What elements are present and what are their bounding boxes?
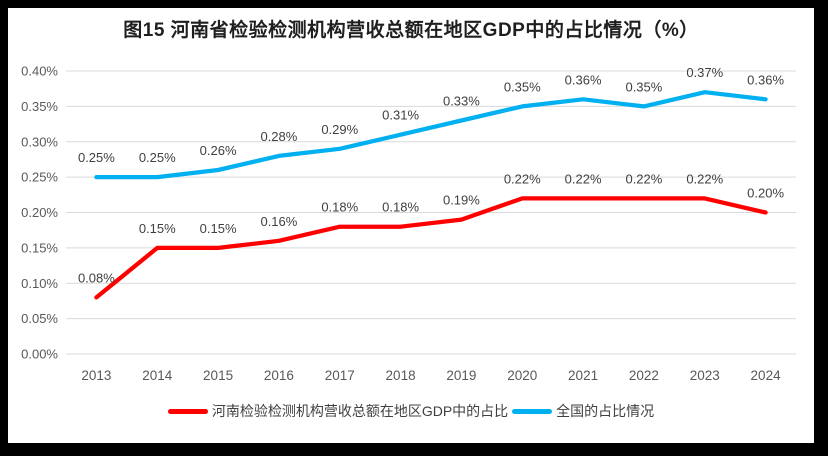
- y-axis-tick-label: 0.25%: [21, 170, 58, 185]
- data-label: 0.22%: [625, 171, 662, 186]
- legend-swatch-henan: [167, 408, 208, 414]
- data-label: 0.36%: [747, 72, 784, 87]
- data-label: 0.35%: [625, 79, 662, 94]
- data-label: 0.28%: [260, 129, 297, 144]
- x-axis-tick-label: 2019: [446, 368, 476, 383]
- y-axis-tick-label: 0.40%: [21, 64, 58, 79]
- data-label: 0.22%: [504, 171, 541, 186]
- x-axis-tick-label: 2020: [507, 368, 537, 383]
- x-axis-tick-label: 2015: [203, 368, 233, 383]
- y-axis-tick-label: 0.30%: [21, 134, 58, 149]
- data-label: 0.15%: [200, 221, 237, 236]
- data-label: 0.20%: [747, 186, 784, 201]
- data-label: 0.29%: [321, 122, 358, 137]
- series-line-henan: [94, 196, 768, 300]
- x-axis-tick-label: 2018: [386, 368, 416, 383]
- data-label: 0.15%: [139, 221, 176, 236]
- chart-canvas: 图15 河南省检验检测机构营收总额在地区GDP中的占比情况（%） 0.00% 0.…: [8, 8, 814, 443]
- x-axis-tick-label: 2022: [629, 368, 659, 383]
- legend-label-national: 全国的占比情况: [556, 403, 655, 419]
- plot-area: 0.00% 0.05% 0.10% 0.15% 0.20% 0.25% 0.30% 0.35%…: [21, 64, 796, 383]
- data-label: 0.18%: [321, 200, 358, 215]
- y-axis-tick-label: 0.10%: [21, 276, 58, 291]
- data-label: 0.08%: [78, 270, 115, 285]
- data-label: 0.22%: [686, 171, 723, 186]
- data-label: 0.36%: [565, 72, 602, 87]
- data-label: 0.18%: [382, 200, 419, 215]
- data-label: 0.25%: [78, 150, 115, 165]
- y-axis-tick-label: 0.00%: [21, 347, 58, 362]
- data-label: 0.33%: [443, 94, 480, 109]
- data-label: 0.22%: [565, 171, 602, 186]
- series-line-national: [94, 90, 768, 180]
- data-label: 0.19%: [443, 193, 480, 208]
- legend-label-henan: 河南检验检测机构营收总额在地区GDP中的占比: [211, 403, 509, 419]
- data-label: 0.37%: [686, 65, 723, 80]
- y-axis-tick-label: 0.35%: [21, 99, 58, 114]
- chart-title: 图15 河南省检验检测机构营收总额在地区GDP中的占比情况（%）: [123, 20, 699, 41]
- x-axis-tick-label: 2013: [81, 368, 111, 383]
- x-axis-tick-label: 2017: [325, 368, 355, 383]
- x-axis-tick-label: 2016: [264, 368, 294, 383]
- legend-swatch-national: [512, 408, 553, 414]
- data-label: 0.31%: [382, 108, 419, 123]
- x-axis-tick-label: 2014: [142, 368, 173, 383]
- data-label: 0.26%: [200, 143, 237, 158]
- y-axis-tick-label: 0.15%: [21, 240, 58, 255]
- data-label: 0.25%: [139, 150, 176, 165]
- legend: 河南检验检测机构营收总额在地区GDP中的占比 全国的占比情况: [8, 401, 814, 421]
- x-axis-tick-label: 2023: [690, 368, 720, 383]
- data-label: 0.16%: [260, 214, 297, 229]
- y-axis-tick-label: 0.20%: [21, 205, 58, 220]
- y-axis-tick-label: 0.05%: [21, 311, 58, 326]
- x-axis-tick-label: 2024: [751, 368, 782, 383]
- data-label: 0.35%: [504, 79, 541, 94]
- x-axis-tick-label: 2021: [568, 368, 598, 383]
